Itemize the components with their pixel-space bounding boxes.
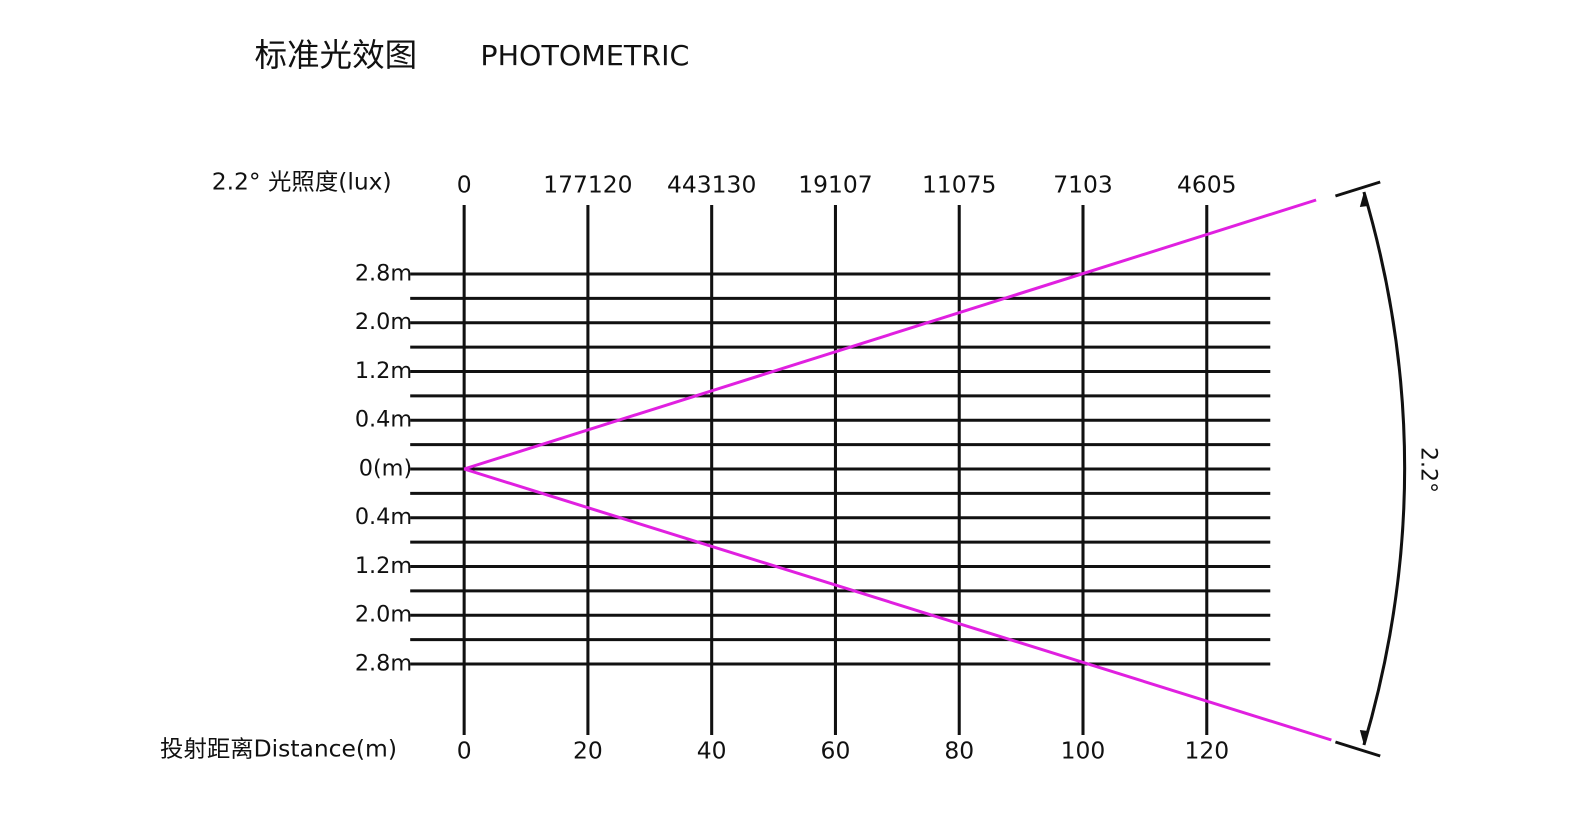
lux-value: 177120: [543, 172, 632, 199]
lux-value: 4605: [1177, 172, 1237, 199]
distance: 120: [1184, 738, 1229, 765]
subtitle: PHOTOMETRIC: [480, 39, 689, 72]
height-label: 0(m): [359, 456, 413, 482]
lux-value: 443130: [667, 172, 756, 199]
lux-label: 2.2° 光照度(lux): [212, 169, 392, 196]
height-label: 2.8m: [355, 651, 412, 677]
lux-value: 0: [457, 172, 472, 199]
height-label: 0.4m: [355, 407, 412, 433]
beam-edge: [463, 467, 1332, 742]
height-label: 2.0m: [355, 309, 412, 335]
height-label: 2.8m: [355, 261, 412, 287]
distance: 100: [1061, 738, 1106, 765]
arc-arrow: [1359, 730, 1368, 745]
grid: 2.8m 2.0m 1.2m 0.4m 0(m) 0.4m 1.2m 2.0m 2.8m 0 20 4…: [355, 172, 1271, 765]
height-label: 1.2m: [355, 358, 412, 384]
distance: 60: [821, 738, 851, 765]
height-label: 2.0m: [355, 602, 412, 628]
lux-value: 11075: [922, 172, 996, 199]
angle-arc: [1362, 191, 1407, 746]
arc-tick: [1334, 180, 1381, 198]
arc-arrow: [1359, 192, 1368, 207]
height-label: 1.2m: [355, 553, 412, 579]
height-label: 0.4m: [355, 504, 412, 530]
distance: 40: [697, 738, 727, 765]
distance: 20: [573, 738, 603, 765]
lux-value: 7103: [1053, 172, 1113, 199]
angle-label: 2.2°: [1415, 447, 1441, 493]
title: 标准光效图: [254, 36, 417, 74]
distance-label: 投射距离Distance(m): [160, 736, 397, 763]
distance: 0: [457, 738, 472, 765]
lux-value: 19107: [798, 172, 872, 199]
beam-edge: [463, 198, 1317, 471]
arc-tick: [1334, 740, 1381, 758]
distance: 80: [944, 738, 974, 765]
